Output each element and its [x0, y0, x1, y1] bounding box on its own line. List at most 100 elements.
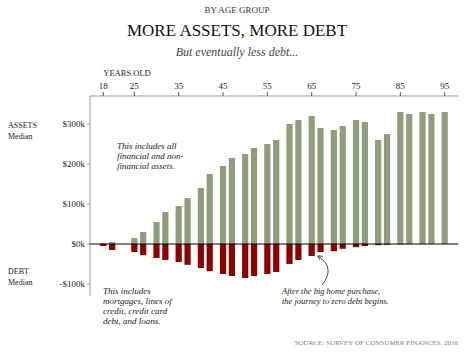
title-top: BY AGE GROUP — [204, 5, 269, 15]
title: MORE ASSETS, MORE DEBT — [127, 21, 348, 40]
bar — [162, 244, 168, 260]
x-tick-label: 95 — [440, 81, 450, 91]
y-tick-label: -$100k — [60, 279, 86, 289]
bar — [162, 212, 168, 244]
text-line: the journey to zero debt begins. — [282, 296, 389, 306]
y-tick-label: $300k — [63, 119, 86, 129]
bar — [331, 244, 337, 251]
text-line: After the big home purchase, — [281, 286, 380, 296]
x-tick-label: 25 — [130, 81, 140, 91]
x-tick-label: 18 — [99, 81, 109, 91]
x-tick — [178, 92, 179, 96]
x-axis-label: YEARS OLD — [103, 68, 150, 78]
bar — [229, 244, 235, 276]
x-tick — [103, 92, 104, 96]
bar — [242, 244, 248, 278]
bar — [184, 198, 190, 244]
bar — [131, 244, 137, 252]
bar — [397, 112, 403, 244]
annotation: This includesmortgages, lines ofcredit, … — [103, 286, 173, 326]
bar — [384, 134, 390, 244]
debt-label: DEBT Median — [8, 267, 32, 287]
bar — [220, 244, 226, 274]
y-tick — [87, 124, 90, 125]
annotation: This includes allfinancial and non-finan… — [117, 141, 184, 171]
text-line: ASSETS — [8, 121, 37, 130]
bar — [419, 112, 425, 244]
y-tick — [87, 204, 90, 205]
bar — [428, 114, 434, 244]
bar — [286, 244, 292, 264]
bar — [309, 116, 315, 244]
subtitle: But eventually less debt... — [176, 45, 299, 59]
x-tick — [444, 92, 445, 96]
text-line: mortgages, lines of — [103, 296, 173, 306]
x-tick-label: 85 — [396, 81, 406, 91]
y-axis-line — [90, 96, 91, 296]
x-axis-line — [90, 96, 458, 97]
x-tick — [400, 92, 401, 96]
bar — [242, 154, 248, 244]
bar — [198, 188, 204, 244]
x-tick — [267, 92, 268, 96]
bar — [251, 244, 257, 276]
y-tick — [87, 284, 90, 285]
bar — [442, 112, 448, 244]
x-tick — [134, 92, 135, 96]
text-line: Median — [8, 278, 32, 287]
bar — [295, 244, 301, 260]
bar — [251, 148, 257, 244]
x-tick — [223, 92, 224, 96]
bar — [273, 140, 279, 244]
bar — [198, 244, 204, 268]
bar — [176, 244, 182, 262]
bar — [184, 244, 190, 265]
bar — [353, 120, 359, 244]
x-tick — [356, 92, 357, 96]
bar — [340, 244, 346, 249]
x-tick-label: 45 — [219, 81, 229, 91]
y-tick-label: $100k — [63, 199, 86, 209]
y-tick-label: $0k — [72, 239, 86, 249]
bar — [176, 206, 182, 244]
x-tick-label: 55 — [263, 81, 273, 91]
chart: BY AGE GROUP MORE ASSETS, MORE DEBT But ev… — [0, 0, 474, 357]
bar — [406, 114, 412, 244]
bars — [100, 112, 448, 278]
annotation-arrow — [318, 256, 328, 285]
bar — [153, 244, 159, 258]
text-line: financial assets. — [117, 161, 175, 171]
text-line: credit, credit card — [103, 306, 168, 316]
text-line: This includes all — [117, 141, 177, 151]
bar — [340, 126, 346, 244]
annotation: After the big home purchase,the journey … — [281, 286, 389, 306]
bar — [229, 158, 235, 244]
y-tick — [87, 164, 90, 165]
bar — [109, 244, 115, 250]
y-tick-label: $200k — [63, 159, 86, 169]
zero-line — [90, 243, 458, 244]
bar — [309, 244, 315, 256]
bar — [153, 222, 159, 244]
y-tick — [87, 244, 90, 245]
bar — [317, 128, 323, 244]
text-line: This includes — [103, 286, 151, 296]
bar — [140, 244, 146, 255]
bar — [317, 244, 323, 252]
assets-label: ASSETS Median — [8, 121, 37, 141]
text-line: Median — [8, 132, 32, 141]
bar — [140, 232, 146, 244]
bar — [331, 130, 337, 244]
text-line: DEBT — [8, 267, 29, 276]
x-tick-label: 65 — [307, 81, 317, 91]
bar — [264, 244, 270, 274]
bar — [207, 174, 213, 244]
bar — [375, 140, 381, 244]
x-tick — [311, 92, 312, 96]
bar — [286, 124, 292, 244]
bar — [131, 238, 137, 244]
source: SOURCE: SURVEY OF CONSUMER FINANCES, 201… — [295, 339, 459, 347]
bar — [207, 244, 213, 271]
x-tick-label: 35 — [174, 81, 184, 91]
text-line: financial and non- — [117, 151, 184, 161]
